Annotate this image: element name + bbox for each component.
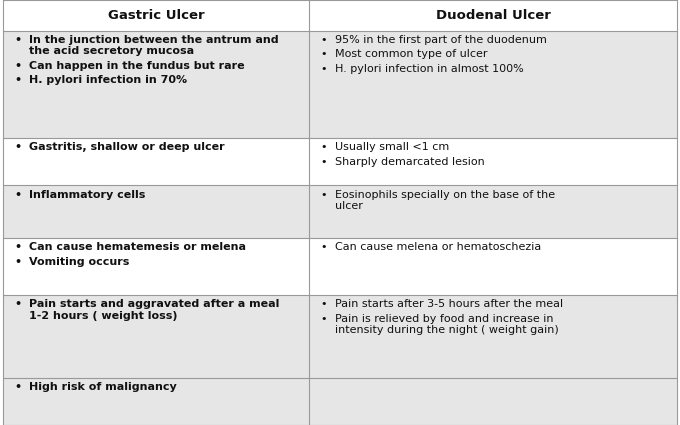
Text: Can cause melena or hematoschezia: Can cause melena or hematoschezia [335,242,541,252]
Text: Eosinophils specially on the base of the: Eosinophils specially on the base of the [335,190,556,200]
Text: •: • [14,300,21,309]
FancyBboxPatch shape [309,377,677,425]
Text: Pain starts after 3-5 hours after the meal: Pain starts after 3-5 hours after the me… [335,300,563,309]
FancyBboxPatch shape [309,295,677,377]
FancyBboxPatch shape [309,138,677,185]
Text: Usually small <1 cm: Usually small <1 cm [335,142,449,152]
FancyBboxPatch shape [3,138,309,185]
Text: 1-2 hours ( weight loss): 1-2 hours ( weight loss) [29,311,177,320]
Text: Inflammatory cells: Inflammatory cells [29,190,146,200]
Text: •: • [320,49,327,60]
Text: •: • [14,382,21,392]
FancyBboxPatch shape [309,238,677,295]
FancyBboxPatch shape [3,0,677,31]
Text: Can happen in the fundus but rare: Can happen in the fundus but rare [29,61,245,71]
Text: •: • [320,300,327,309]
Text: •: • [14,35,21,45]
Text: ulcer: ulcer [335,201,363,211]
Text: •: • [320,314,327,324]
FancyBboxPatch shape [3,31,309,138]
Text: •: • [14,75,21,85]
FancyBboxPatch shape [3,185,309,238]
Text: Vomiting occurs: Vomiting occurs [29,257,130,266]
Text: Gastritis, shallow or deep ulcer: Gastritis, shallow or deep ulcer [29,142,225,152]
Text: •: • [14,257,21,266]
Text: •: • [14,61,21,71]
Text: High risk of malignancy: High risk of malignancy [29,382,177,392]
Text: •: • [320,64,327,74]
Text: •: • [14,190,21,200]
Text: intensity during the night ( weight gain): intensity during the night ( weight gain… [335,325,559,335]
FancyBboxPatch shape [3,295,309,377]
Text: •: • [320,142,327,152]
Text: Pain starts and aggravated after a meal: Pain starts and aggravated after a meal [29,300,279,309]
Text: In the junction between the antrum and: In the junction between the antrum and [29,35,279,45]
Text: •: • [320,190,327,200]
Text: •: • [14,142,21,152]
FancyBboxPatch shape [309,31,677,138]
Text: Pain is relieved by food and increase in: Pain is relieved by food and increase in [335,314,554,324]
Text: Can cause hematemesis or melena: Can cause hematemesis or melena [29,242,246,252]
Text: •: • [320,242,327,252]
Text: H. pylori infection in almost 100%: H. pylori infection in almost 100% [335,64,524,74]
Text: Most common type of ulcer: Most common type of ulcer [335,49,488,60]
Text: H. pylori infection in 70%: H. pylori infection in 70% [29,75,188,85]
Text: •: • [14,242,21,252]
Text: Sharply demarcated lesion: Sharply demarcated lesion [335,157,485,167]
Text: •: • [320,35,327,45]
Text: 95% in the first part of the duodenum: 95% in the first part of the duodenum [335,35,547,45]
FancyBboxPatch shape [309,185,677,238]
Text: Duodenal Ulcer: Duodenal Ulcer [436,9,550,22]
Text: •: • [320,157,327,167]
Text: Gastric Ulcer: Gastric Ulcer [108,9,205,22]
FancyBboxPatch shape [3,377,309,425]
Text: the acid secretory mucosa: the acid secretory mucosa [29,46,194,56]
FancyBboxPatch shape [3,238,309,295]
